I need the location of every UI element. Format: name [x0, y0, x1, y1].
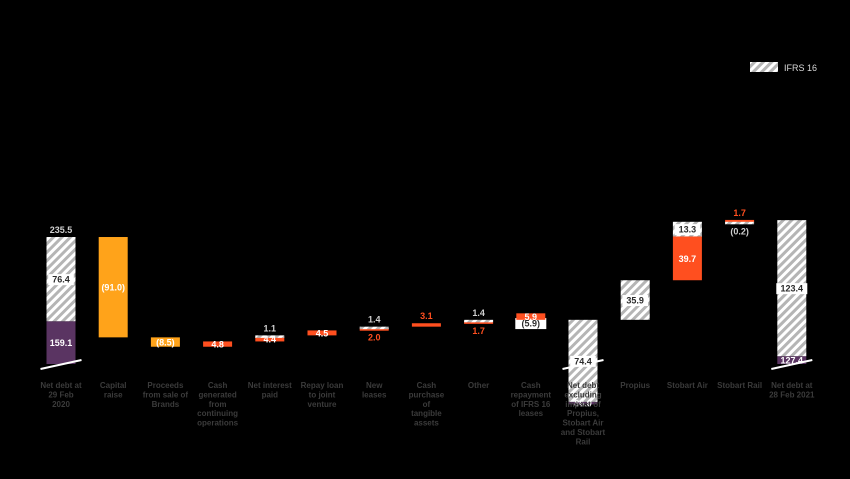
category-labels-layer: Net debt at 29 Feb 2020 Capital raise Proceed… [40, 381, 815, 446]
value-label-other-0: 1.7 [472, 326, 485, 336]
bar-other-hatch-1 [464, 319, 494, 323]
bar-net_interest-red-0 [255, 336, 285, 342]
bar-net_debt_excl-purple-0 [568, 401, 598, 405]
category-label-stobart_air: Stobart Air [667, 381, 708, 390]
value-label-bg [48, 274, 74, 286]
category-label-repay_loan: Repay loan to joint venture [301, 381, 344, 409]
bar-stobart_rail-hatch-1 [725, 221, 755, 225]
value-label-net_debt_2020-1: 76.4 [52, 275, 70, 285]
category-label-capital_raise: Capital raise [100, 381, 127, 399]
bar-net_debt_2021-purple-0 [777, 356, 807, 364]
value-label-stobart_air-0: 39.7 [679, 254, 697, 264]
value-label-proceeds_brands-0: (8.5) [156, 338, 175, 348]
total-label-net_debt_2020: 235.5 [50, 225, 73, 235]
bar-net_interest-hatch-1 [255, 335, 285, 338]
category-label-propius: Propius [620, 381, 650, 390]
value-label-stobart_air-1: 13.3 [679, 225, 697, 235]
bar-repay_loan-red-0 [307, 330, 337, 336]
value-label-bg [515, 318, 547, 330]
value-label-cash_ifrs16-0: (5.9) [522, 319, 541, 329]
category-label-net_debt_2020: Net debt at 29 Feb 2020 [40, 381, 82, 409]
category-label-net_debt_2021: Net debt at 28 Feb 2021 [769, 381, 815, 399]
bar-net_debt_2020-purple-0 [46, 321, 76, 364]
bar-cash_ifrs16-red-1 [516, 313, 546, 320]
value-label-net_debt_2021-1: 123.4 [781, 284, 804, 294]
legend: IFRS 16 [750, 62, 817, 73]
bar-stobart_air-red-0 [672, 236, 702, 281]
value-label-other-1: 1.4 [472, 308, 485, 318]
value-label-cash_tangible-0: 3.1 [420, 311, 433, 321]
value-label-net_debt_excl-1: 74.4 [574, 356, 592, 366]
legend-hatch-swatch [750, 62, 778, 72]
value-label-repay_loan-0: 4.5 [316, 328, 329, 338]
bar-proceeds_brands-orange-0 [150, 337, 180, 347]
axis-break-mark [771, 359, 813, 370]
category-label-other: Other [468, 381, 489, 390]
value-label-cash_generated-0: 4.8 [211, 340, 224, 350]
category-label-cash_ifrs16: Cash repayment of IFRS 16 leases [511, 381, 552, 418]
bar-other-red-0 [464, 321, 494, 324]
value-label-net_debt_excl-0: 86.0 [574, 399, 592, 409]
category-label-cash_generated: Cash generated from continuing operations [197, 381, 238, 428]
value-label-stobart_rail-1: (0.2) [730, 226, 749, 236]
bars-layer [40, 219, 813, 405]
category-label-new_leases: New leases [362, 381, 387, 399]
value-label-propius-0: 35.9 [626, 296, 644, 306]
value-label-new_leases-0: 2.0 [368, 333, 381, 343]
category-label-cash_tangible: Cash purchase of tangible assets [409, 381, 445, 428]
value-label-net_interest-0: 4.4 [264, 335, 277, 345]
value-label-net_interest-1: 1.1 [264, 323, 277, 333]
bar-new_leases-red-0 [359, 328, 389, 331]
value-label-net_debt_2021-0: 127.4 [781, 356, 804, 366]
category-label-net_interest: Net interest paid [248, 381, 292, 399]
value-label-bg [674, 224, 701, 236]
value-label-bg [622, 295, 648, 307]
bar-new_leases-hatch-1 [359, 326, 389, 330]
category-label-net_debt_excl: Net debt excluding impact of Propius, Stobar… [561, 381, 606, 446]
category-label-proceeds_brands: Proceeds from sale of Brands [143, 381, 189, 409]
value-label-bg [776, 283, 808, 295]
bar-capital_raise-orange-0 [98, 237, 128, 338]
bar-cash_generated-red-0 [203, 341, 233, 347]
axis-break-mark [40, 359, 82, 370]
category-label-stobart_rail: Stobart Rail [717, 381, 762, 390]
value-label-new_leases-1: 1.4 [368, 315, 381, 325]
value-label-bg [570, 355, 596, 367]
value-label-net_debt_2020-0: 159.1 [50, 338, 73, 348]
value-labels-layer: 159.1 76.4 235.5 (91.0) (8.5) 4.8 4.4 1.1 4.5 2.0… [50, 208, 803, 409]
value-label-cash_ifrs16-1: 5.9 [525, 312, 538, 322]
value-label-stobart_rail-0: 1.7 [733, 208, 746, 218]
legend-label-ifrs16: IFRS 16 [784, 63, 817, 73]
axis-break-mark [562, 359, 604, 370]
bar-cash_tangible-red-0 [411, 323, 441, 327]
value-label-capital_raise-0: (91.0) [101, 283, 125, 293]
bar-stobart_rail-red-0 [725, 219, 755, 223]
